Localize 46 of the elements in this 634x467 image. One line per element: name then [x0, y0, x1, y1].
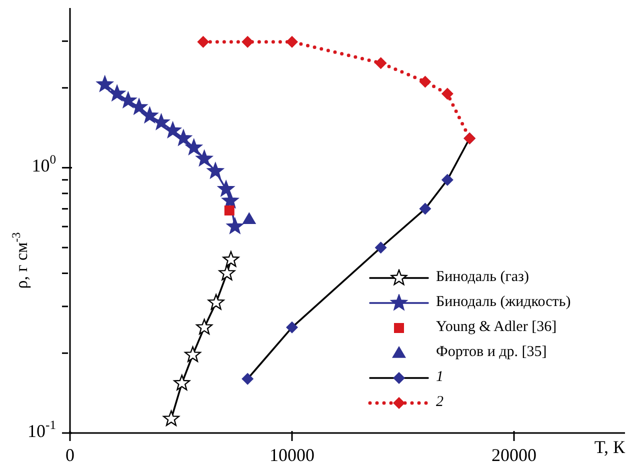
- legend-label: Фортов и др. [35]: [436, 344, 547, 361]
- legend-label: 2: [436, 394, 444, 411]
- point: [224, 205, 234, 216]
- point: [184, 346, 201, 362]
- point: [207, 162, 224, 178]
- point: [218, 264, 236, 280]
- point: [242, 212, 256, 224]
- point: [441, 88, 454, 100]
- x-tick-label: 20000: [492, 445, 536, 465]
- point: [208, 294, 224, 310]
- x-axis-title: T, К: [594, 437, 626, 457]
- point: [374, 242, 387, 254]
- point: [218, 180, 234, 196]
- point: [222, 251, 240, 267]
- y-tick-label: 10$^{-1}$: [28, 418, 56, 442]
- legend-label: Бинодаль (газ): [436, 269, 529, 286]
- x-tick-label: 0: [66, 445, 74, 465]
- point: [164, 122, 181, 138]
- point: [175, 130, 192, 146]
- point: [286, 36, 298, 48]
- legend-label: Young & Adler [36]: [436, 319, 557, 336]
- point: [96, 76, 114, 92]
- legend-label: 1: [436, 369, 444, 386]
- point: [120, 92, 136, 108]
- point: [197, 36, 210, 48]
- y-tick-label: 10$^{0}$: [32, 152, 56, 176]
- point: [141, 107, 158, 123]
- point: [222, 192, 238, 208]
- point: [419, 76, 432, 88]
- point: [130, 98, 148, 114]
- point: [226, 218, 244, 234]
- point: [163, 410, 180, 426]
- point: [242, 372, 254, 385]
- x-tick-label: 10000: [270, 445, 314, 465]
- point: [242, 36, 254, 48]
- point: [441, 174, 454, 186]
- point: [374, 57, 387, 70]
- point: [174, 374, 190, 390]
- point: [153, 114, 170, 130]
- point: [196, 318, 213, 335]
- point: [286, 321, 298, 334]
- point: [186, 139, 202, 155]
- point: [108, 85, 126, 101]
- legend-label: Бинодаль (жидкость): [436, 294, 571, 311]
- point: [196, 150, 213, 166]
- point: [419, 202, 432, 215]
